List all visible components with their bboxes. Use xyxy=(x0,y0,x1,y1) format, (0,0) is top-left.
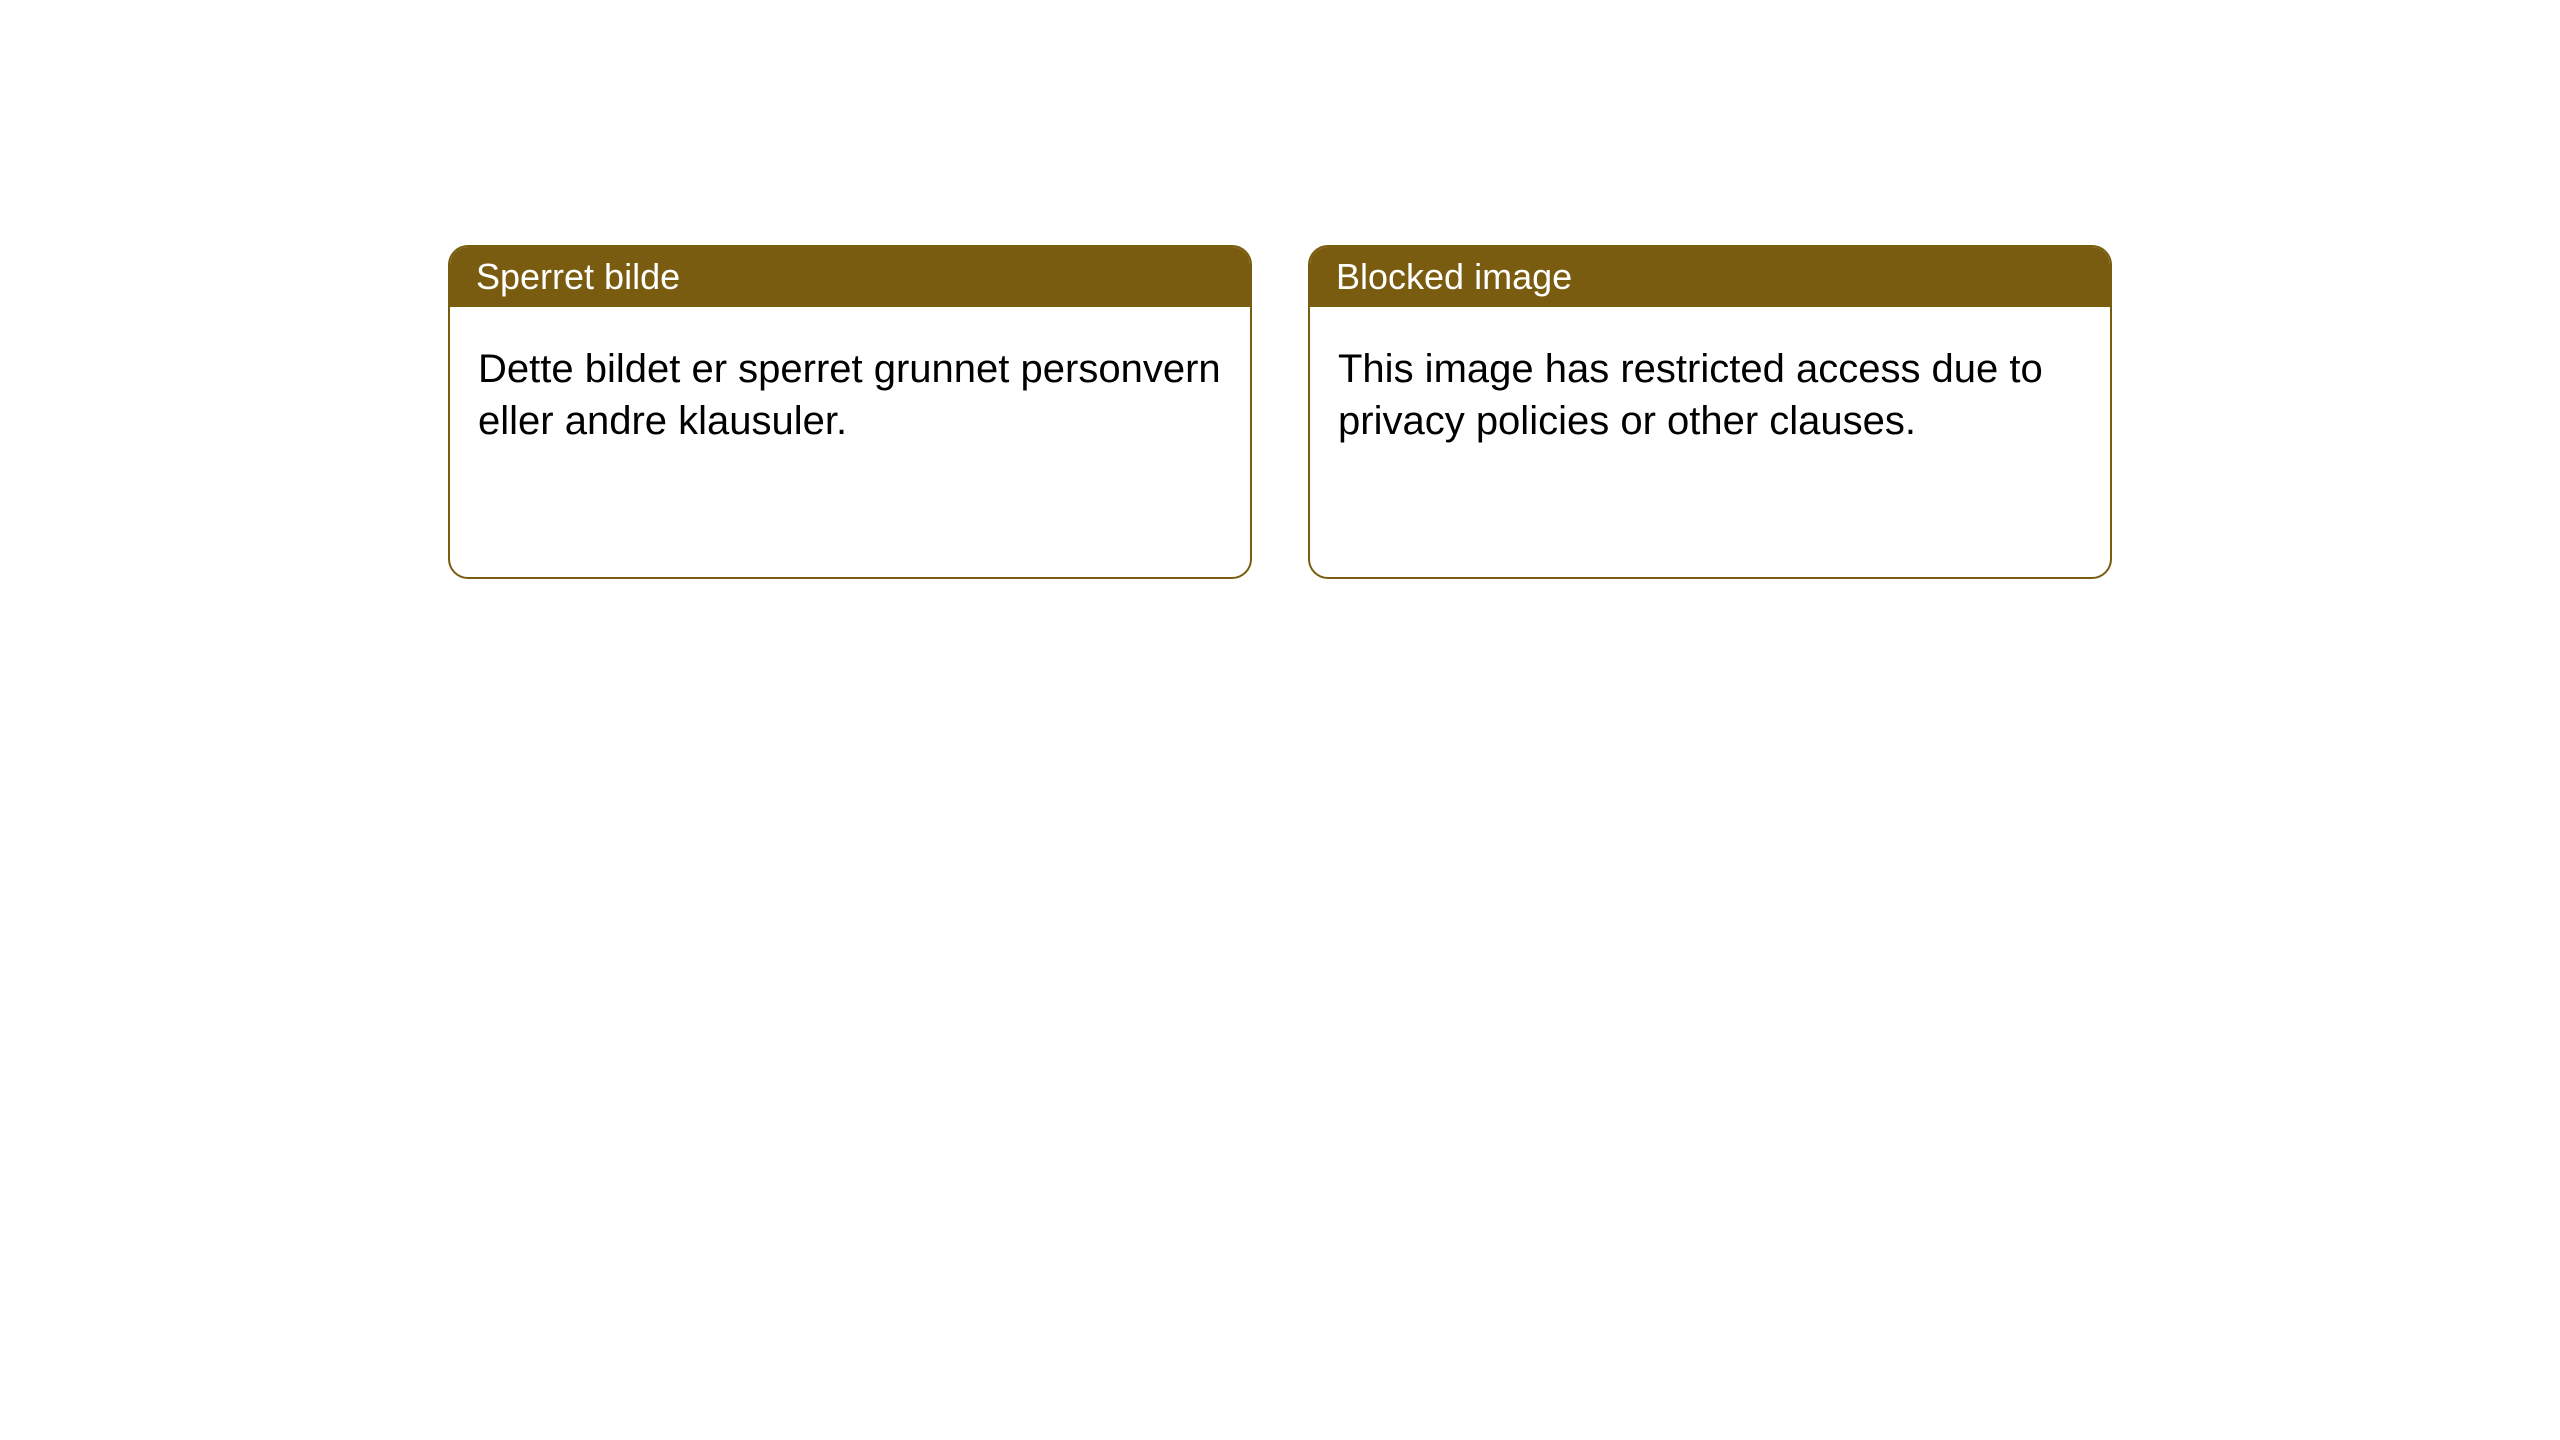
card-header: Blocked image xyxy=(1310,247,2110,307)
blocked-image-card-no: Sperret bilde Dette bildet er sperret gr… xyxy=(448,245,1252,579)
blocked-image-card-en: Blocked image This image has restricted … xyxy=(1308,245,2112,579)
card-title: Blocked image xyxy=(1336,256,1572,298)
card-body-text: Dette bildet er sperret grunnet personve… xyxy=(478,347,1221,443)
card-body-text: This image has restricted access due to … xyxy=(1338,347,2043,443)
notice-container: Sperret bilde Dette bildet er sperret gr… xyxy=(0,0,2560,579)
card-header: Sperret bilde xyxy=(450,247,1250,307)
card-title: Sperret bilde xyxy=(476,256,680,298)
card-body: This image has restricted access due to … xyxy=(1310,307,2110,483)
card-body: Dette bildet er sperret grunnet personve… xyxy=(450,307,1250,483)
